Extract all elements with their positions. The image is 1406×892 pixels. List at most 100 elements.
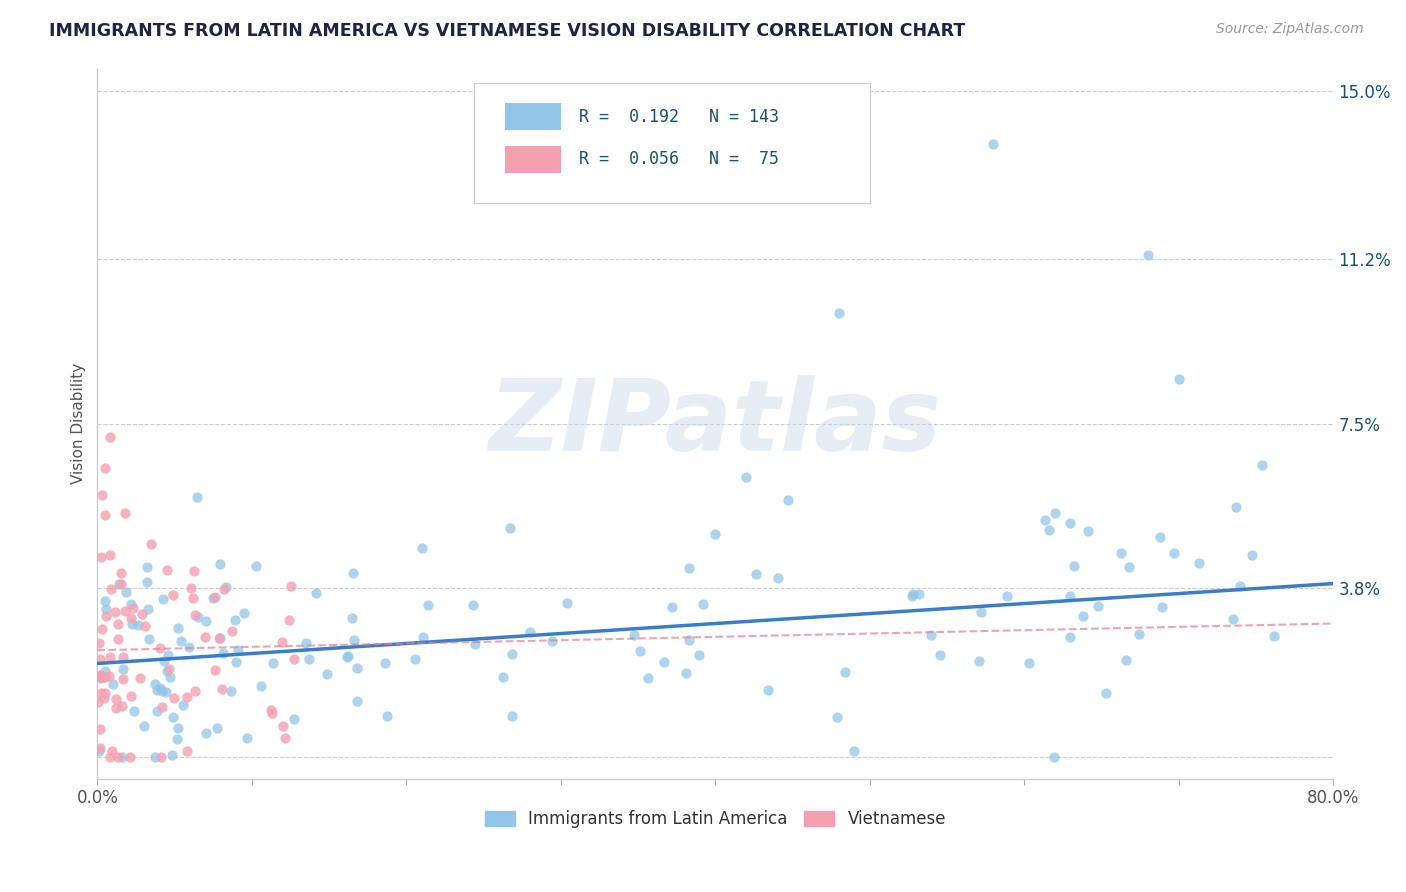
Point: [180, 581, 202, 595]
Point: [157, 662, 180, 676]
Point: [675, 666, 697, 681]
Point: [901, 590, 924, 604]
Point: [136, 575, 159, 590]
Point: [202, 591, 225, 606]
Point: [1059, 516, 1081, 530]
Bar: [505, 103, 561, 130]
Point: [156, 664, 179, 678]
Point: [842, 744, 865, 758]
Point: [204, 590, 226, 604]
Point: [901, 587, 924, 601]
Point: [1128, 627, 1150, 641]
Point: [1109, 546, 1132, 560]
Point: [114, 506, 136, 520]
Point: [101, 744, 124, 758]
Point: [678, 561, 700, 575]
Point: [107, 749, 129, 764]
Point: [1229, 579, 1251, 593]
Point: [134, 619, 156, 633]
Point: [181, 591, 204, 605]
Point: [156, 563, 179, 577]
Bar: [505, 146, 561, 173]
Point: [541, 634, 564, 648]
Point: [766, 570, 789, 584]
Point: [221, 624, 243, 638]
Point: [150, 749, 173, 764]
Point: [211, 681, 233, 696]
Point: [499, 520, 522, 534]
Point: [105, 701, 128, 715]
Point: [280, 579, 302, 593]
Point: [96, 608, 118, 623]
Point: [501, 709, 523, 723]
Point: [260, 703, 283, 717]
Point: [94, 664, 117, 678]
Point: [131, 607, 153, 621]
Text: R =  0.192   N = 143: R = 0.192 N = 143: [579, 108, 779, 126]
FancyBboxPatch shape: [474, 83, 870, 203]
Point: [209, 558, 232, 572]
Point: [1163, 545, 1185, 559]
Point: [156, 648, 179, 663]
Point: [294, 636, 316, 650]
Point: [114, 604, 136, 618]
Point: [89, 723, 111, 737]
Point: [236, 731, 259, 746]
Point: [90, 549, 112, 564]
Point: [166, 732, 188, 747]
Point: [501, 647, 523, 661]
Point: [145, 682, 167, 697]
Point: [908, 587, 931, 601]
Point: [929, 648, 952, 662]
Point: [305, 586, 328, 600]
Point: [120, 689, 142, 703]
Point: [1240, 549, 1263, 563]
Point: [89, 636, 111, 650]
Text: Source: ZipAtlas.com: Source: ZipAtlas.com: [1216, 22, 1364, 37]
Point: [1263, 629, 1285, 643]
Text: IMMIGRANTS FROM LATIN AMERICA VS VIETNAMESE VISION DISABILITY CORRELATION CHART: IMMIGRANTS FROM LATIN AMERICA VS VIETNAM…: [49, 22, 966, 40]
Point: [1038, 523, 1060, 537]
Point: [135, 560, 157, 574]
Point: [112, 673, 135, 687]
Legend: Immigrants from Latin America, Vietnamese: Immigrants from Latin America, Vietnames…: [478, 803, 953, 835]
Point: [146, 704, 169, 718]
Point: [346, 661, 368, 675]
Point: [967, 655, 990, 669]
Point: [219, 683, 242, 698]
Point: [995, 590, 1018, 604]
Point: [411, 541, 433, 556]
Point: [89, 652, 111, 666]
Point: [1095, 686, 1118, 700]
Point: [194, 725, 217, 739]
Point: [194, 630, 217, 644]
Point: [825, 710, 848, 724]
Point: [1136, 248, 1159, 262]
Point: [152, 684, 174, 698]
Point: [1188, 556, 1211, 570]
Point: [118, 749, 141, 764]
Point: [141, 536, 163, 550]
Point: [776, 492, 799, 507]
Point: [172, 698, 194, 712]
Point: [283, 712, 305, 726]
Point: [208, 631, 231, 645]
Point: [98, 430, 121, 444]
Point: [1059, 630, 1081, 644]
Point: [404, 652, 426, 666]
Point: [89, 669, 111, 683]
Point: [110, 577, 132, 591]
Point: [91, 622, 114, 636]
Point: [756, 683, 779, 698]
Point: [336, 649, 359, 664]
Point: [90, 686, 112, 700]
Point: [298, 652, 321, 666]
Point: [1042, 749, 1064, 764]
Point: [122, 601, 145, 615]
Point: [100, 582, 122, 597]
Point: [204, 663, 226, 677]
Point: [1077, 524, 1099, 538]
Point: [920, 627, 942, 641]
Point: [1225, 500, 1247, 514]
Point: [215, 580, 238, 594]
